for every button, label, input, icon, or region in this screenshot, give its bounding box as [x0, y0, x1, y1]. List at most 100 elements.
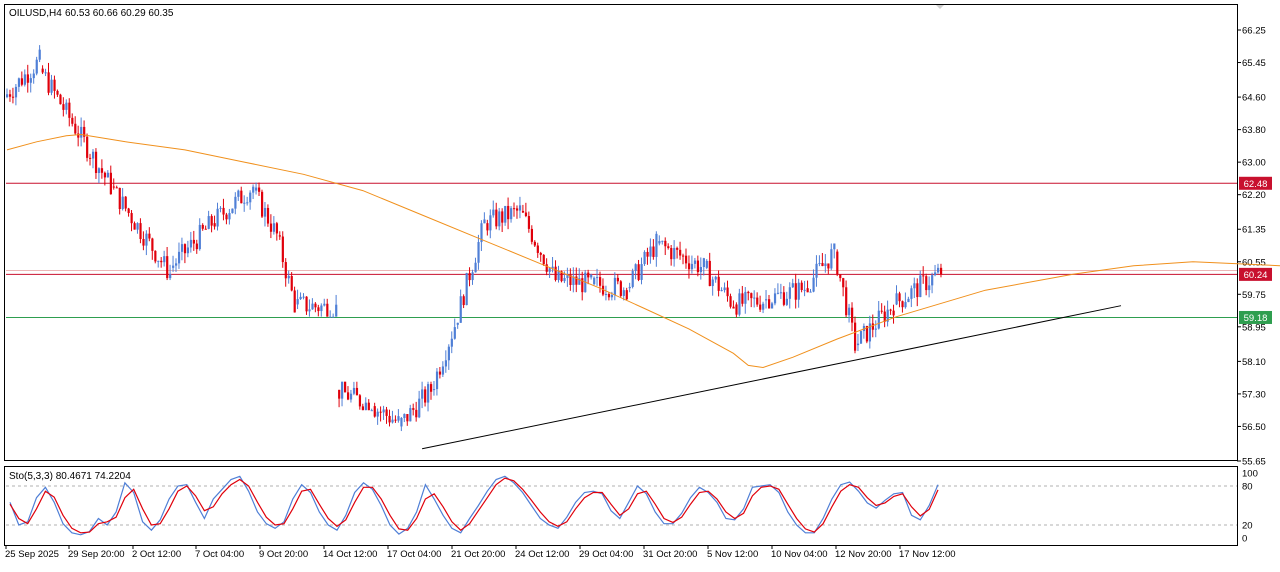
time-tick-label: 5 Nov 12:00: [707, 549, 758, 560]
candle-body: [521, 210, 525, 213]
candle-body: [756, 297, 759, 305]
candle-body: [684, 255, 688, 264]
candle-body: [708, 260, 711, 287]
candle-body: [510, 208, 513, 220]
candle-body: [800, 282, 803, 290]
candle-body: [806, 288, 809, 293]
candle-body: [97, 168, 101, 174]
candle-body: [429, 384, 433, 392]
candle-body: [575, 276, 578, 285]
candle-body: [358, 395, 362, 407]
candle-body: [527, 216, 531, 229]
candle-body: [281, 236, 284, 263]
price-tick-label: 63.80: [1242, 125, 1266, 136]
time-tick-label: 10 Nov 04:00: [771, 549, 828, 560]
candle-body: [20, 78, 24, 85]
candle-body: [329, 316, 332, 318]
indicator-plot-frame: [4, 466, 1238, 546]
candle-body: [928, 285, 931, 291]
candle-body: [243, 202, 246, 204]
candle-body: [486, 223, 489, 231]
candle-body: [839, 274, 842, 279]
candle-body: [477, 242, 480, 263]
candle-body: [868, 323, 872, 342]
candle-body: [593, 277, 596, 285]
time-tick-label: 25 Sep 2025: [5, 549, 59, 560]
candle-body: [91, 151, 95, 159]
candle-body: [480, 223, 483, 243]
candle-body: [904, 302, 907, 308]
candle-body: [898, 293, 901, 302]
scroll-marker-icon[interactable]: [936, 5, 944, 9]
candle-body: [717, 276, 720, 291]
candle-body: [136, 223, 139, 230]
candle-body: [192, 239, 195, 244]
candle-body: [768, 299, 771, 309]
candle-body: [919, 275, 922, 298]
candle-body: [744, 291, 747, 304]
time-tick-label: 17 Oct 04:00: [387, 549, 441, 560]
candle-body: [409, 408, 412, 422]
candle-body: [753, 297, 756, 299]
candle-body: [275, 223, 279, 234]
time-tick-label: 9 Oct 20:00: [259, 549, 308, 560]
candle-body: [406, 414, 409, 422]
candle-body: [418, 398, 421, 418]
candle-body: [103, 172, 107, 178]
stochastic-tick-label: 80: [1242, 482, 1253, 493]
price-tick-label: 58.95: [1242, 322, 1266, 333]
price-tick-label: 64.60: [1242, 93, 1266, 104]
candle-body: [856, 343, 860, 346]
price-tick-label: 60.55: [1242, 257, 1266, 268]
candle-body: [216, 208, 219, 227]
candle-body: [305, 296, 308, 312]
candle-body: [939, 267, 943, 275]
candle-body: [865, 325, 869, 342]
candle-body: [183, 244, 187, 254]
candle-body: [74, 123, 77, 134]
candle-body: [115, 187, 118, 189]
candle-body: [492, 209, 495, 216]
candle-body: [702, 258, 705, 268]
candle-body: [791, 283, 794, 288]
time-tick-label: 2 Oct 12:00: [132, 549, 181, 560]
candle-body: [720, 290, 723, 292]
candle-body: [219, 207, 222, 209]
price-level-label: 60.24: [1244, 270, 1268, 281]
candle-body: [699, 267, 703, 273]
candle-body: [169, 273, 172, 279]
candle-body: [542, 254, 545, 265]
candle-body: [871, 323, 874, 330]
price-tick-label: 63.00: [1242, 158, 1266, 169]
candle-body: [284, 262, 287, 279]
candle-body: [94, 151, 98, 174]
candle-body: [652, 246, 655, 257]
candle-body: [687, 263, 691, 270]
candle-body: [344, 381, 347, 393]
candle-body: [842, 278, 845, 288]
candle-body: [382, 409, 385, 413]
candle-body: [189, 239, 193, 248]
candle-body: [228, 213, 231, 220]
candle-body: [616, 277, 619, 282]
price-level-label: 59.18: [1244, 313, 1268, 324]
price-level-label: 62.48: [1244, 179, 1268, 190]
candle-body: [530, 228, 534, 242]
candle-body: [619, 281, 622, 296]
candle-body: [151, 238, 154, 251]
candle-body: [507, 205, 510, 220]
candle-body: [853, 322, 857, 351]
candle-body: [637, 264, 640, 280]
candle-body: [163, 256, 166, 263]
candle-body: [364, 402, 367, 411]
candle-body: [646, 251, 649, 257]
candle-body: [8, 94, 12, 97]
candle-body: [142, 238, 145, 246]
symbol-label: OILUSD,H4: [9, 8, 62, 19]
candle-body: [770, 303, 774, 309]
trendline[interactable]: [421, 305, 1122, 450]
candle-body: [427, 384, 430, 403]
candle-body: [246, 202, 249, 204]
candle-body: [874, 328, 877, 330]
